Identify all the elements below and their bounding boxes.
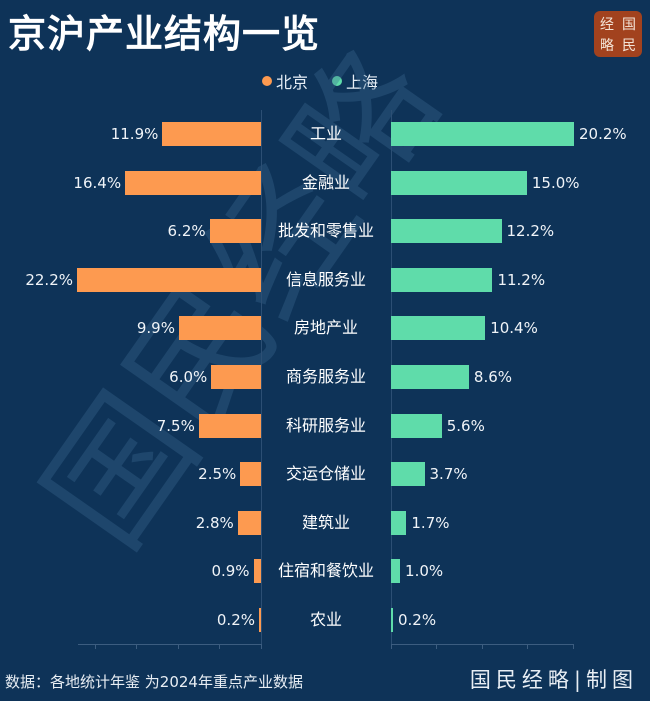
- axis-tick: [261, 644, 262, 649]
- value-label-beijing: 7.5%: [156, 417, 195, 435]
- value-label-beijing: 22.2%: [25, 271, 73, 289]
- bar-beijing[interactable]: [198, 414, 261, 438]
- chart-row: 9.9% 房地产业 10.4%: [0, 316, 650, 340]
- chart-row: 6.2% 批发和零售业 12.2%: [0, 219, 650, 243]
- category-label: 交运仓储业: [285, 464, 366, 483]
- watermark-text: 国民经略: [15, 23, 470, 575]
- value-label-beijing: 2.5%: [198, 465, 237, 483]
- legend-label: 北京: [275, 73, 308, 92]
- left-axis-line: [261, 110, 262, 644]
- bar-beijing[interactable]: [237, 511, 261, 535]
- bar-shanghai[interactable]: [391, 608, 393, 632]
- value-label-beijing: 6.0%: [169, 368, 208, 386]
- chart-legend: 北京 上海: [0, 69, 645, 93]
- category-label: 科研服务业: [285, 416, 366, 435]
- category-label: 信息服务业: [285, 270, 366, 289]
- category-label: 农业: [309, 610, 342, 629]
- bar-beijing[interactable]: [259, 608, 261, 632]
- axis-tick: [95, 644, 96, 649]
- left-x-axis: [78, 644, 262, 645]
- bar-beijing[interactable]: [162, 122, 261, 146]
- data-source-note: 数据：各地统计年鉴 为2024年重点产业数据: [5, 673, 303, 691]
- axis-tick: [436, 644, 437, 649]
- bar-shanghai[interactable]: [391, 462, 425, 486]
- chart-title: 京沪产业结构一览: [8, 12, 321, 56]
- bar-shanghai[interactable]: [391, 365, 469, 389]
- value-label-beijing: 6.2%: [167, 222, 206, 240]
- category-label: 工业: [309, 124, 342, 143]
- value-label-beijing: 16.4%: [73, 174, 122, 192]
- value-label-shanghai: 1.7%: [411, 514, 450, 532]
- value-label-beijing: 2.8%: [195, 514, 234, 532]
- chart-row: 0.9% 住宿和餐饮业 1.0%: [0, 559, 650, 583]
- category-label: 建筑业: [301, 513, 350, 532]
- bar-shanghai[interactable]: [391, 171, 527, 195]
- brand-credit: 国民经略|制图: [469, 668, 638, 692]
- category-label: 房地产业: [293, 318, 358, 337]
- legend-item-shanghai[interactable]: 上海: [332, 69, 378, 93]
- value-label-shanghai: 20.2%: [579, 125, 627, 143]
- value-label-shanghai: 8.6%: [473, 368, 513, 386]
- category-label: 金融业: [301, 173, 350, 192]
- chart-row: 2.8% 建筑业 1.7%: [0, 511, 650, 535]
- bar-shanghai[interactable]: [391, 268, 493, 292]
- value-label-shanghai: 1.0%: [405, 562, 444, 580]
- bar-beijing[interactable]: [125, 171, 261, 195]
- chart-row: 2.5% 交运仓储业 3.7%: [0, 462, 650, 486]
- bar-shanghai[interactable]: [391, 559, 401, 583]
- value-label-beijing: 9.9%: [136, 319, 175, 337]
- axis-tick: [391, 644, 392, 649]
- chart-row: 0.2% 农业 0.2%: [0, 608, 650, 632]
- value-label-beijing: 0.2%: [216, 611, 255, 629]
- legend-item-beijing[interactable]: 北京: [261, 69, 308, 93]
- value-label-shanghai: 3.7%: [429, 465, 468, 483]
- chart-row: 22.2% 信息服务业 11.2%: [0, 268, 650, 292]
- bar-shanghai[interactable]: [391, 511, 407, 535]
- axis-tick: [527, 644, 528, 649]
- axis-tick: [136, 644, 137, 649]
- logo-char: 经: [600, 16, 614, 33]
- chart-row: 6.0% 商务服务业 8.6%: [0, 365, 650, 389]
- logo-char: 国: [622, 16, 636, 33]
- chart-row: 11.9% 工业 20.2%: [0, 122, 650, 146]
- axis-tick: [178, 644, 179, 649]
- value-label-shanghai: 5.6%: [446, 417, 485, 435]
- value-label-shanghai: 15.0%: [531, 174, 580, 192]
- chart-row: 16.4% 金融业 15.0%: [0, 171, 650, 195]
- value-label-beijing: 11.9%: [110, 125, 159, 143]
- value-label-shanghai: 11.2%: [497, 271, 546, 289]
- bar-shanghai[interactable]: [391, 414, 442, 438]
- category-label: 商务服务业: [285, 367, 366, 386]
- chart-row: 7.5% 科研服务业 5.6%: [0, 414, 650, 438]
- category-label: 住宿和餐饮业: [277, 561, 374, 580]
- value-label-shanghai: 12.2%: [506, 222, 555, 240]
- axis-tick: [482, 644, 483, 649]
- value-label-beijing: 0.9%: [211, 562, 250, 580]
- bar-shanghai[interactable]: [391, 316, 486, 340]
- legend-dot-icon: [261, 76, 272, 86]
- bar-shanghai[interactable]: [391, 219, 502, 243]
- value-label-shanghai: 10.4%: [490, 319, 538, 337]
- axis-tick: [573, 644, 574, 649]
- bar-beijing[interactable]: [77, 268, 261, 292]
- value-label-shanghai: 0.2%: [398, 611, 437, 629]
- legend-dot-icon: [332, 76, 342, 86]
- category-label: 批发和零售业: [277, 221, 374, 240]
- bar-shanghai[interactable]: [391, 122, 574, 146]
- bar-beijing[interactable]: [240, 462, 261, 486]
- bar-beijing[interactable]: [209, 219, 261, 243]
- legend-label: 上海: [346, 73, 379, 92]
- bar-beijing[interactable]: [211, 365, 261, 389]
- bar-beijing[interactable]: [253, 559, 261, 583]
- bar-beijing[interactable]: [178, 316, 261, 340]
- logo-char: 民: [622, 37, 636, 54]
- axis-tick: [219, 644, 220, 649]
- logo-char: 略: [600, 37, 614, 54]
- brand-logo: 经 国 略 民: [594, 11, 642, 57]
